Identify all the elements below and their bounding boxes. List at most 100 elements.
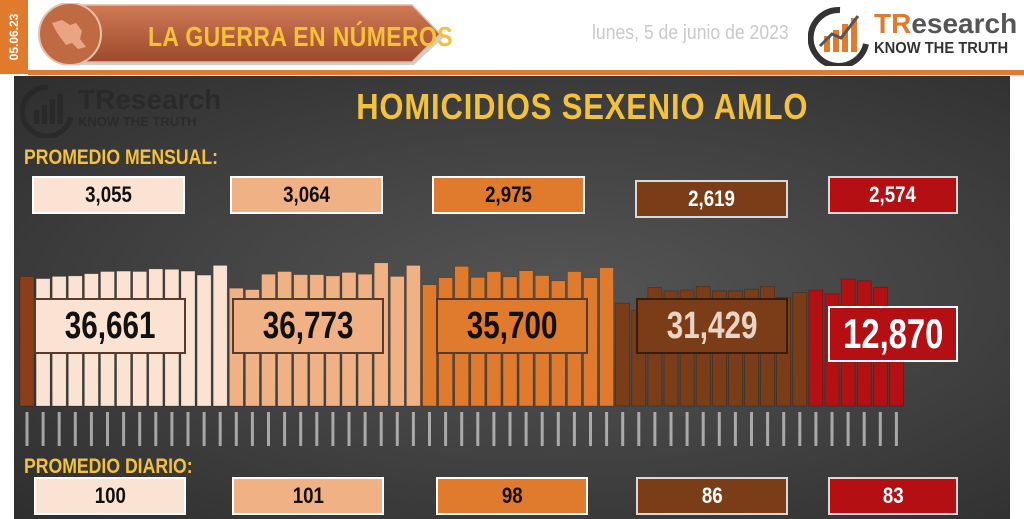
x-tick-2020-7 (331, 412, 335, 446)
monthly-avg-2022: 2,619 (635, 180, 788, 218)
date-text: lunes, 5 de junio de 2023 (592, 22, 789, 44)
bar-2018-12-1 (19, 276, 35, 407)
x-tick-2023-5 (878, 412, 882, 446)
bar-2022-12 (792, 292, 808, 407)
x-tick-2023-4 (862, 412, 866, 446)
bar-2023-1 (808, 289, 824, 407)
x-tick-2019-8 (154, 412, 158, 446)
x-tick-2020-3 (267, 412, 270, 446)
mexico-map-icon (52, 20, 86, 49)
yearly-total-2022: 31,429 (636, 298, 788, 354)
x-tick-2019-12 (218, 412, 222, 446)
x-tick-2021-8 (540, 412, 544, 446)
x-tick-2019-5 (106, 412, 109, 446)
monthly-avg-2021: 2,975 (432, 176, 585, 214)
watermark-icon (19, 84, 74, 139)
x-tick-2023-2 (830, 412, 834, 446)
x-tick-2022-4 (669, 412, 673, 446)
bar-2019-12 (212, 265, 228, 407)
x-tick-2020-2 (250, 412, 254, 446)
x-tick-2019-4 (89, 412, 93, 446)
x-tick-2022-5 (685, 412, 689, 446)
x-tick-2019-6 (122, 412, 126, 446)
date-tag: 05.06.23 (0, 0, 28, 74)
bar-2020-11 (389, 276, 405, 407)
x-tick-2022-8 (733, 412, 737, 446)
x-tick-2019-2 (57, 412, 61, 446)
daily-avg-2019: 100 (34, 477, 186, 515)
watermark-tagline: KNOW THE TRUTH (78, 114, 197, 129)
x-tick-2021-10 (572, 412, 576, 446)
x-tick-2020-11 (395, 412, 399, 446)
promedio-diario-label: PROMEDIO DIARIO: (24, 455, 193, 478)
monthly-avg-2019: 3,055 (32, 176, 185, 214)
yearly-total-2023: 12,870 (828, 306, 958, 362)
x-tick-2019-11 (202, 412, 206, 446)
x-tick-2019-7 (138, 412, 142, 446)
x-tick-2020-1 (234, 412, 238, 446)
x-tick-2022-7 (717, 412, 721, 446)
daily-avg-2021: 98 (436, 477, 588, 515)
x-tick-2020-4 (283, 412, 287, 446)
x-tick-2021-11 (589, 412, 592, 446)
x-tick-2021-6 (508, 412, 512, 446)
x-tick-2022-12 (798, 412, 802, 446)
bar-2020-12 (406, 265, 421, 407)
header: 05.06.23 LA GUERRA EN NÚMEROS lunes, 5 d… (0, 0, 1024, 75)
bar-2019-11 (196, 274, 212, 407)
banner-title: LA GUERRA EN NÚMEROS (148, 21, 453, 52)
x-tick-2019-3 (73, 412, 77, 446)
x-tick-2020-10 (379, 412, 383, 446)
x-tick-2023-3 (846, 412, 850, 446)
daily-avg-2022: 86 (636, 477, 788, 515)
x-tick-2022-10 (766, 412, 770, 446)
monthly-avg-2020: 3,064 (230, 176, 383, 214)
x-tick-2021-3 (460, 412, 464, 446)
bar-2021-1 (422, 284, 437, 407)
x-tick-2019-10 (186, 412, 190, 446)
bar-2021-12 (599, 267, 614, 407)
header-divider (28, 70, 1024, 75)
daily-avg-2023: 83 (828, 477, 958, 515)
x-tick-2021-5 (492, 412, 496, 446)
x-tick-2019-9 (170, 412, 174, 446)
x-tick-2022-3 (653, 412, 657, 446)
promedio-mensual-label: PROMEDIO MENSUAL: (24, 146, 219, 169)
x-tick-2020-6 (315, 412, 319, 446)
daily-avg-2020: 101 (232, 477, 384, 515)
x-tick-2022-1 (621, 412, 625, 446)
x-tick-2020-9 (363, 412, 367, 446)
title-banner: LA GUERRA EN NÚMEROS (36, 2, 453, 66)
chart-title: HOMICIDIOS SEXENIO AMLO (356, 86, 809, 127)
x-tick-2018-12-1 (25, 412, 29, 446)
yearly-total-2020: 36,773 (232, 298, 384, 354)
x-tick-2022-9 (750, 412, 753, 446)
x-tick-2021-12 (605, 412, 609, 446)
watermark-logo: TResearch KNOW THE TRUTH (19, 82, 222, 139)
yearly-total-2021: 35,700 (436, 298, 588, 354)
logo-name: TResearch (874, 8, 1018, 39)
monthly-avg-2023: 2,574 (828, 176, 958, 214)
x-tick-2023-1 (814, 412, 818, 446)
x-tick-2020-5 (299, 412, 303, 446)
yearly-total-2019: 36,661 (34, 298, 186, 354)
logo-tagline: KNOW THE TRUTH (874, 40, 1009, 57)
x-tick-2019-1 (41, 412, 45, 446)
banner-shape (38, 2, 444, 66)
chart-panel: TResearch KNOW THE TRUTH HOMICIDIOS SEXE… (14, 76, 1010, 519)
x-tick-2021-1 (428, 412, 431, 446)
x-tick-2022-6 (701, 412, 705, 446)
x-tick-2020-12 (411, 412, 415, 446)
date-tag-text: 05.06.23 (7, 13, 21, 61)
tresearch-logo: TResearch KNOW THE TRUTH (807, 6, 1024, 69)
x-tick-2021-9 (556, 412, 560, 446)
bar-2022-1 (615, 302, 631, 407)
x-tick-2020-8 (347, 412, 351, 446)
x-tick-2022-2 (637, 412, 641, 446)
watermark-name: TResearch (78, 84, 222, 115)
x-tick-2021-7 (524, 412, 528, 446)
x-tick-2021-2 (444, 412, 448, 446)
x-tick-2022-11 (782, 412, 786, 446)
x-tick-2021-4 (476, 412, 480, 446)
logo-chart-icon (807, 6, 869, 69)
